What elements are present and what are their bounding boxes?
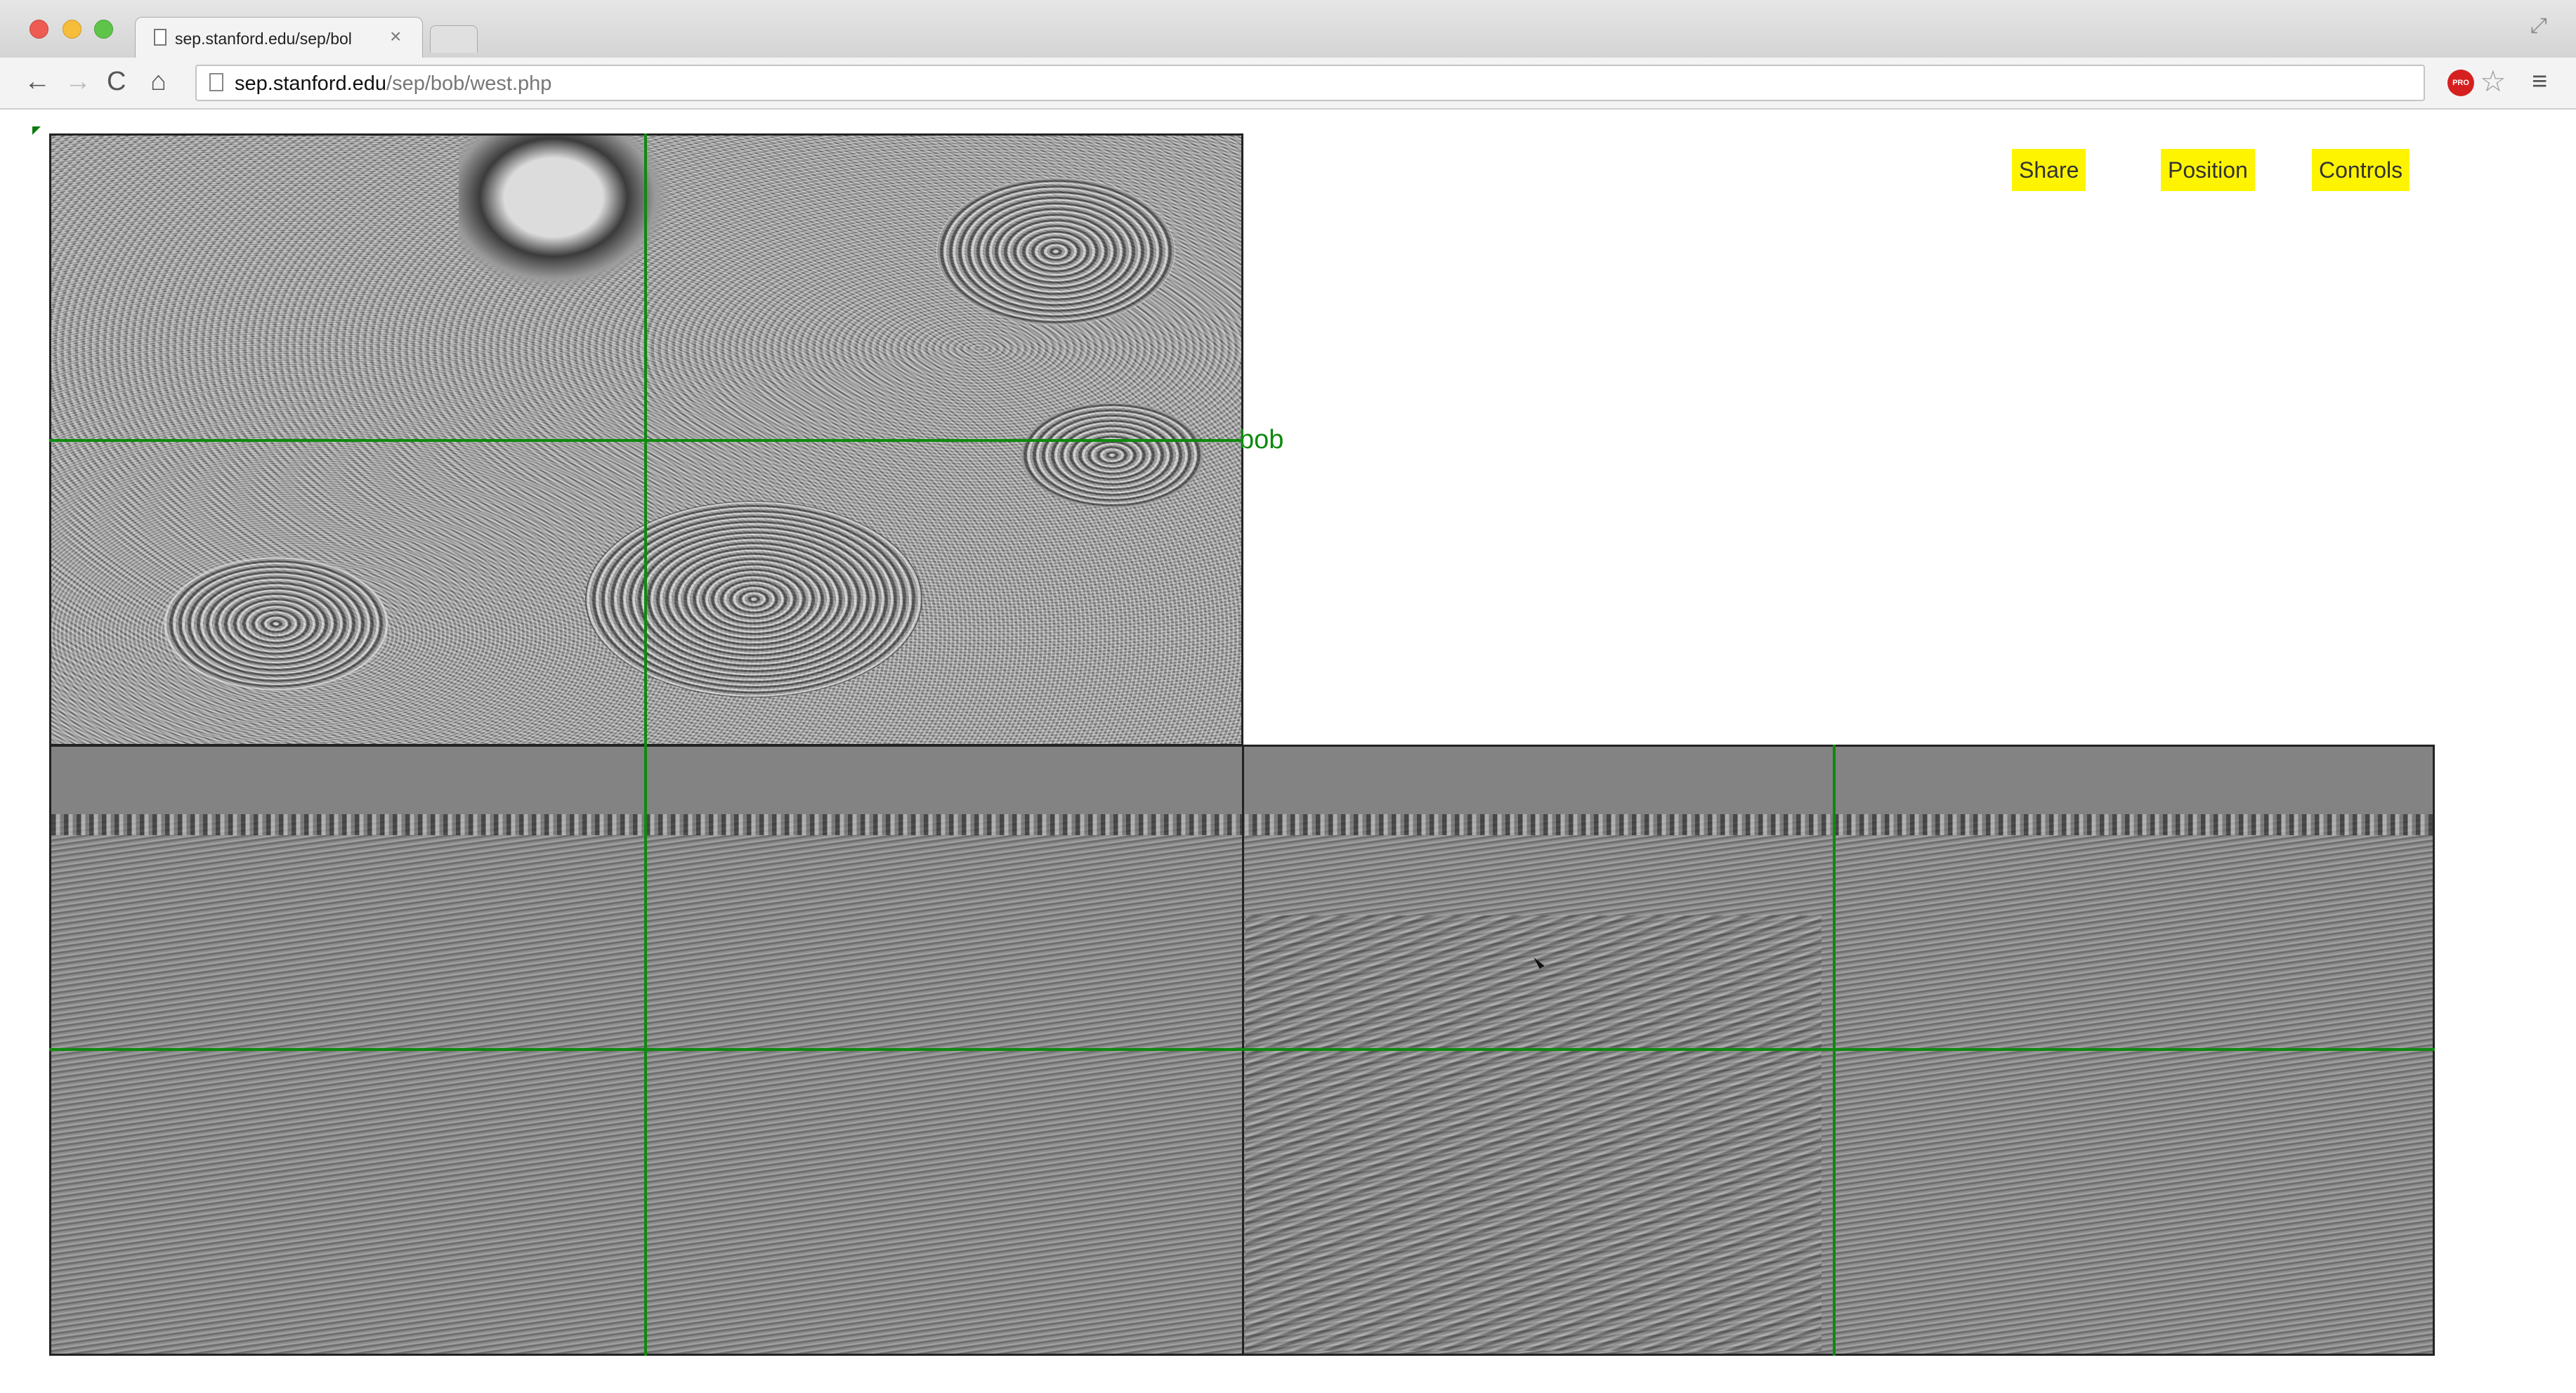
crosshair-vertical[interactable]: [644, 133, 647, 1356]
share-button[interactable]: Share: [2012, 149, 2086, 191]
position-button[interactable]: Position: [2161, 149, 2255, 191]
browser-toolbar: ← → C ⌂ sep.stanford.edu/sep/bob/west.ph…: [0, 58, 2576, 110]
title-bar: sep.stanford.edu/sep/bol × ⤢: [0, 0, 2576, 58]
layered-reflectors: [1245, 915, 1822, 1351]
document-icon: [154, 29, 166, 46]
fullscreen-icon[interactable]: ⤢: [2530, 14, 2547, 37]
url-text[interactable]: sep.stanford.edu/sep/bob/west.php: [235, 72, 551, 96]
forward-icon[interactable]: →: [65, 67, 91, 96]
new-tab-button[interactable]: [430, 25, 478, 53]
page-content: bob Share Position Controls: [0, 110, 2576, 1393]
url-host: sep.stanford.edu: [235, 72, 387, 95]
window-maximize-button[interactable]: [94, 20, 113, 39]
tab-title: sep.stanford.edu/sep/bol: [175, 30, 352, 48]
tab-close-icon[interactable]: ×: [390, 25, 402, 47]
extension-icon[interactable]: PRO: [2447, 70, 2474, 96]
browser-tab[interactable]: sep.stanford.edu/sep/bol ×: [135, 17, 423, 58]
reload-icon[interactable]: C: [107, 67, 126, 96]
seismic-feature: [936, 178, 1175, 325]
seismic-feature: [164, 557, 388, 691]
window-close-button[interactable]: [30, 20, 48, 39]
controls-button[interactable]: Controls: [2312, 149, 2410, 191]
salt-body-feature: [459, 136, 669, 290]
url-path: /sep/bob/west.php: [386, 72, 552, 95]
address-bar[interactable]: sep.stanford.edu/sep/bob/west.php: [195, 65, 2425, 101]
plan-label: bob: [1239, 425, 1284, 454]
crosshair-horizontal-section[interactable]: [49, 1048, 2435, 1051]
crosshair-vertical-section[interactable]: [1833, 745, 1836, 1356]
menu-icon[interactable]: ≡: [2532, 67, 2548, 96]
bookmark-star-icon[interactable]: ☆: [2480, 65, 2506, 98]
window-minimize-button[interactable]: [63, 20, 81, 39]
corner-marker: [32, 126, 41, 135]
home-icon[interactable]: ⌂: [150, 67, 166, 96]
seismic-feature: [1021, 403, 1203, 508]
page-icon: [209, 73, 223, 91]
seismic-feature: [585, 501, 922, 698]
back-icon[interactable]: ←: [24, 67, 51, 96]
